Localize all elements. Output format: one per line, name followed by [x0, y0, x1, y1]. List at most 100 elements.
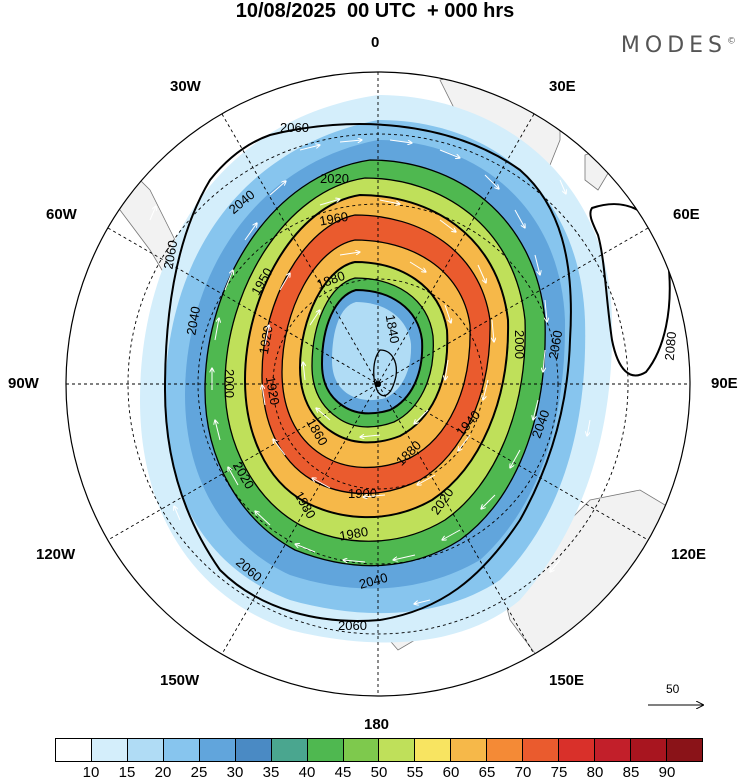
- wind-vector: [442, 529, 461, 540]
- meridian: [221, 113, 535, 655]
- wind-vector: [559, 179, 566, 194]
- colorbar-swatch: [343, 739, 380, 761]
- colorbar-tick-label: 90: [658, 764, 676, 781]
- wind-vector: [417, 474, 436, 485]
- contour-label: 2040: [183, 305, 203, 336]
- wind-vector: [477, 264, 486, 283]
- graticule: [66, 72, 690, 696]
- wind-vector: [224, 270, 233, 291]
- colorbar-tick-label: 10: [82, 764, 100, 781]
- colorbar-tick-label: 25: [190, 764, 208, 781]
- wind-vector: [510, 449, 521, 468]
- colorbar-tick-label: 55: [406, 764, 424, 781]
- wind-vector: [339, 252, 360, 256]
- contour-label: 2040: [357, 570, 389, 592]
- colorbar-swatch: [559, 739, 596, 761]
- colorbar-swatch: [163, 739, 200, 761]
- wind-vector: [514, 209, 525, 228]
- map-title: 10/08/2025 00 UTC + 000 hrs: [235, 0, 515, 22]
- wind-vector: [444, 304, 451, 323]
- contour-label: 2060: [546, 329, 566, 360]
- wind-vector: [533, 399, 539, 420]
- colorbar-tick-label: 60: [442, 764, 460, 781]
- colorbar-tick-label: 80: [586, 764, 604, 781]
- contour-label: 2000: [222, 369, 237, 398]
- contour-label: 2060: [280, 120, 309, 135]
- lon-label-30w: 30W: [170, 78, 201, 95]
- wind-vector: [319, 199, 340, 206]
- wind-vector: [262, 385, 266, 406]
- colorbar-tick-label: 85: [622, 764, 640, 781]
- colorbar-swatch: [127, 739, 164, 761]
- colorbar-tick-label: 45: [334, 764, 352, 781]
- colorbar-swatch: [487, 739, 524, 761]
- wind-vector: [244, 223, 257, 241]
- colorbar-swatch: [56, 739, 92, 761]
- lon-label-90w: 90W: [8, 375, 39, 392]
- colorbar: [55, 738, 703, 762]
- colorbar-tick-label: 35: [262, 764, 280, 781]
- contour-2060: [163, 123, 572, 622]
- wind-vector: [534, 254, 540, 275]
- colorbar-swatch: [451, 739, 488, 761]
- colorbar-swatch: [415, 739, 452, 761]
- wind-speed-shading: [140, 95, 613, 643]
- wind-vector: [228, 467, 239, 486]
- lon-label-30e: 30E: [549, 78, 576, 95]
- lon-label-150e: 150E: [549, 672, 585, 689]
- wind-vector: [543, 349, 545, 372]
- colorbar-swatch: [523, 739, 560, 761]
- wind-vector: [439, 149, 460, 158]
- lon-label-0: 0: [371, 34, 380, 51]
- contour-label: 2060: [161, 239, 181, 270]
- lon-label-120e: 120E: [671, 546, 707, 563]
- wind-vector: [492, 319, 494, 342]
- meridian: [221, 113, 535, 655]
- colorbar-swatch: [271, 739, 308, 761]
- wind-vector: [269, 181, 286, 196]
- contour-label: 2000: [512, 330, 527, 359]
- wind-vector: [299, 145, 320, 151]
- lon-label-150w: 150W: [160, 672, 200, 689]
- wind-vector: [389, 139, 412, 143]
- contour-label: 2060: [338, 618, 367, 633]
- wind-vector: [409, 261, 426, 272]
- wind-vector: [174, 506, 181, 521]
- contour-1860: [320, 288, 424, 415]
- wind-vectors: [149, 122, 591, 604]
- contour-2020: [224, 177, 526, 542]
- colorbar-tick-label: 75: [550, 764, 568, 781]
- colorbar-swatch: [91, 739, 128, 761]
- colorbar-swatch: [379, 739, 416, 761]
- wind-vector: [255, 511, 271, 526]
- contour-label: 1960: [318, 209, 349, 229]
- wind-vector: [264, 325, 269, 346]
- wind-vector: [439, 219, 456, 232]
- copyright-mark: ©: [727, 36, 736, 47]
- colorbar-tick-label: 65: [478, 764, 496, 781]
- colorbar-swatch: [595, 739, 631, 761]
- wind-vector: [339, 140, 362, 142]
- wind-vector: [481, 494, 496, 509]
- map-boundary: [65, 71, 691, 697]
- contour-2000: [243, 193, 510, 519]
- wind-vector: [550, 559, 561, 572]
- wind-vector: [199, 122, 216, 131]
- wind-vector: [343, 560, 366, 562]
- height-contours: [163, 123, 671, 622]
- wind-vector: [214, 318, 219, 341]
- wind-vector: [295, 544, 316, 553]
- contour-label: 1920: [263, 375, 283, 406]
- contour-1960: [281, 239, 471, 469]
- lon-label-180: 180: [364, 716, 390, 733]
- colorbar-swatch: [631, 739, 667, 761]
- contour-label: 2020: [320, 171, 349, 186]
- wind-vector: [414, 409, 429, 424]
- wind-vector: [483, 379, 489, 400]
- contour-label: 1900: [348, 486, 377, 501]
- wind-vector: [273, 439, 286, 456]
- lon-label-60e: 60E: [673, 206, 700, 223]
- map-disk: 2060 2060 2060 2060 2060 2040 2040 2040 …: [66, 72, 690, 696]
- lon-label-120w: 120W: [36, 546, 76, 563]
